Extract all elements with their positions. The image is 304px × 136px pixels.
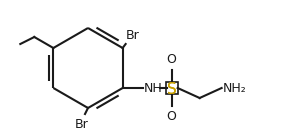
- FancyBboxPatch shape: [166, 82, 178, 94]
- Text: NH: NH: [144, 83, 162, 95]
- Text: S: S: [167, 81, 177, 97]
- Text: O: O: [167, 53, 177, 66]
- Text: Br: Br: [126, 29, 140, 42]
- Text: Br: Br: [75, 118, 89, 131]
- Text: S: S: [167, 81, 177, 97]
- Text: NH₂: NH₂: [223, 81, 246, 95]
- Text: O: O: [167, 110, 177, 123]
